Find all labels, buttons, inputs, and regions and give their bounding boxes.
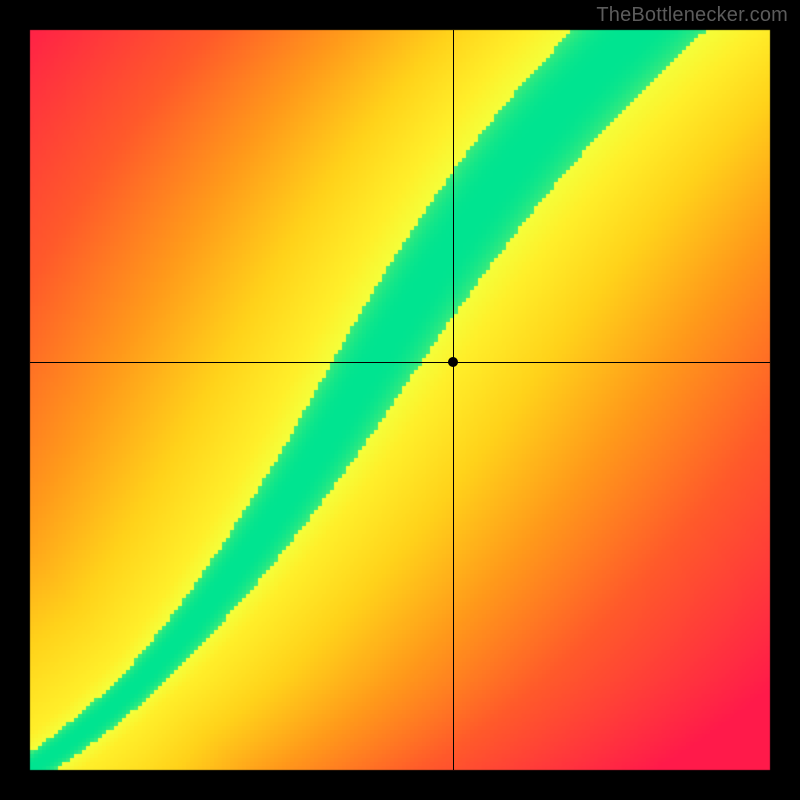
- bottleneck-heatmap-frame: TheBottlenecker.com: [0, 0, 800, 800]
- crosshair-vertical: [453, 30, 454, 770]
- crosshair-marker: [448, 357, 458, 367]
- heatmap-canvas: [0, 0, 800, 800]
- crosshair-horizontal: [30, 362, 770, 363]
- watermark-text: TheBottlenecker.com: [596, 4, 788, 27]
